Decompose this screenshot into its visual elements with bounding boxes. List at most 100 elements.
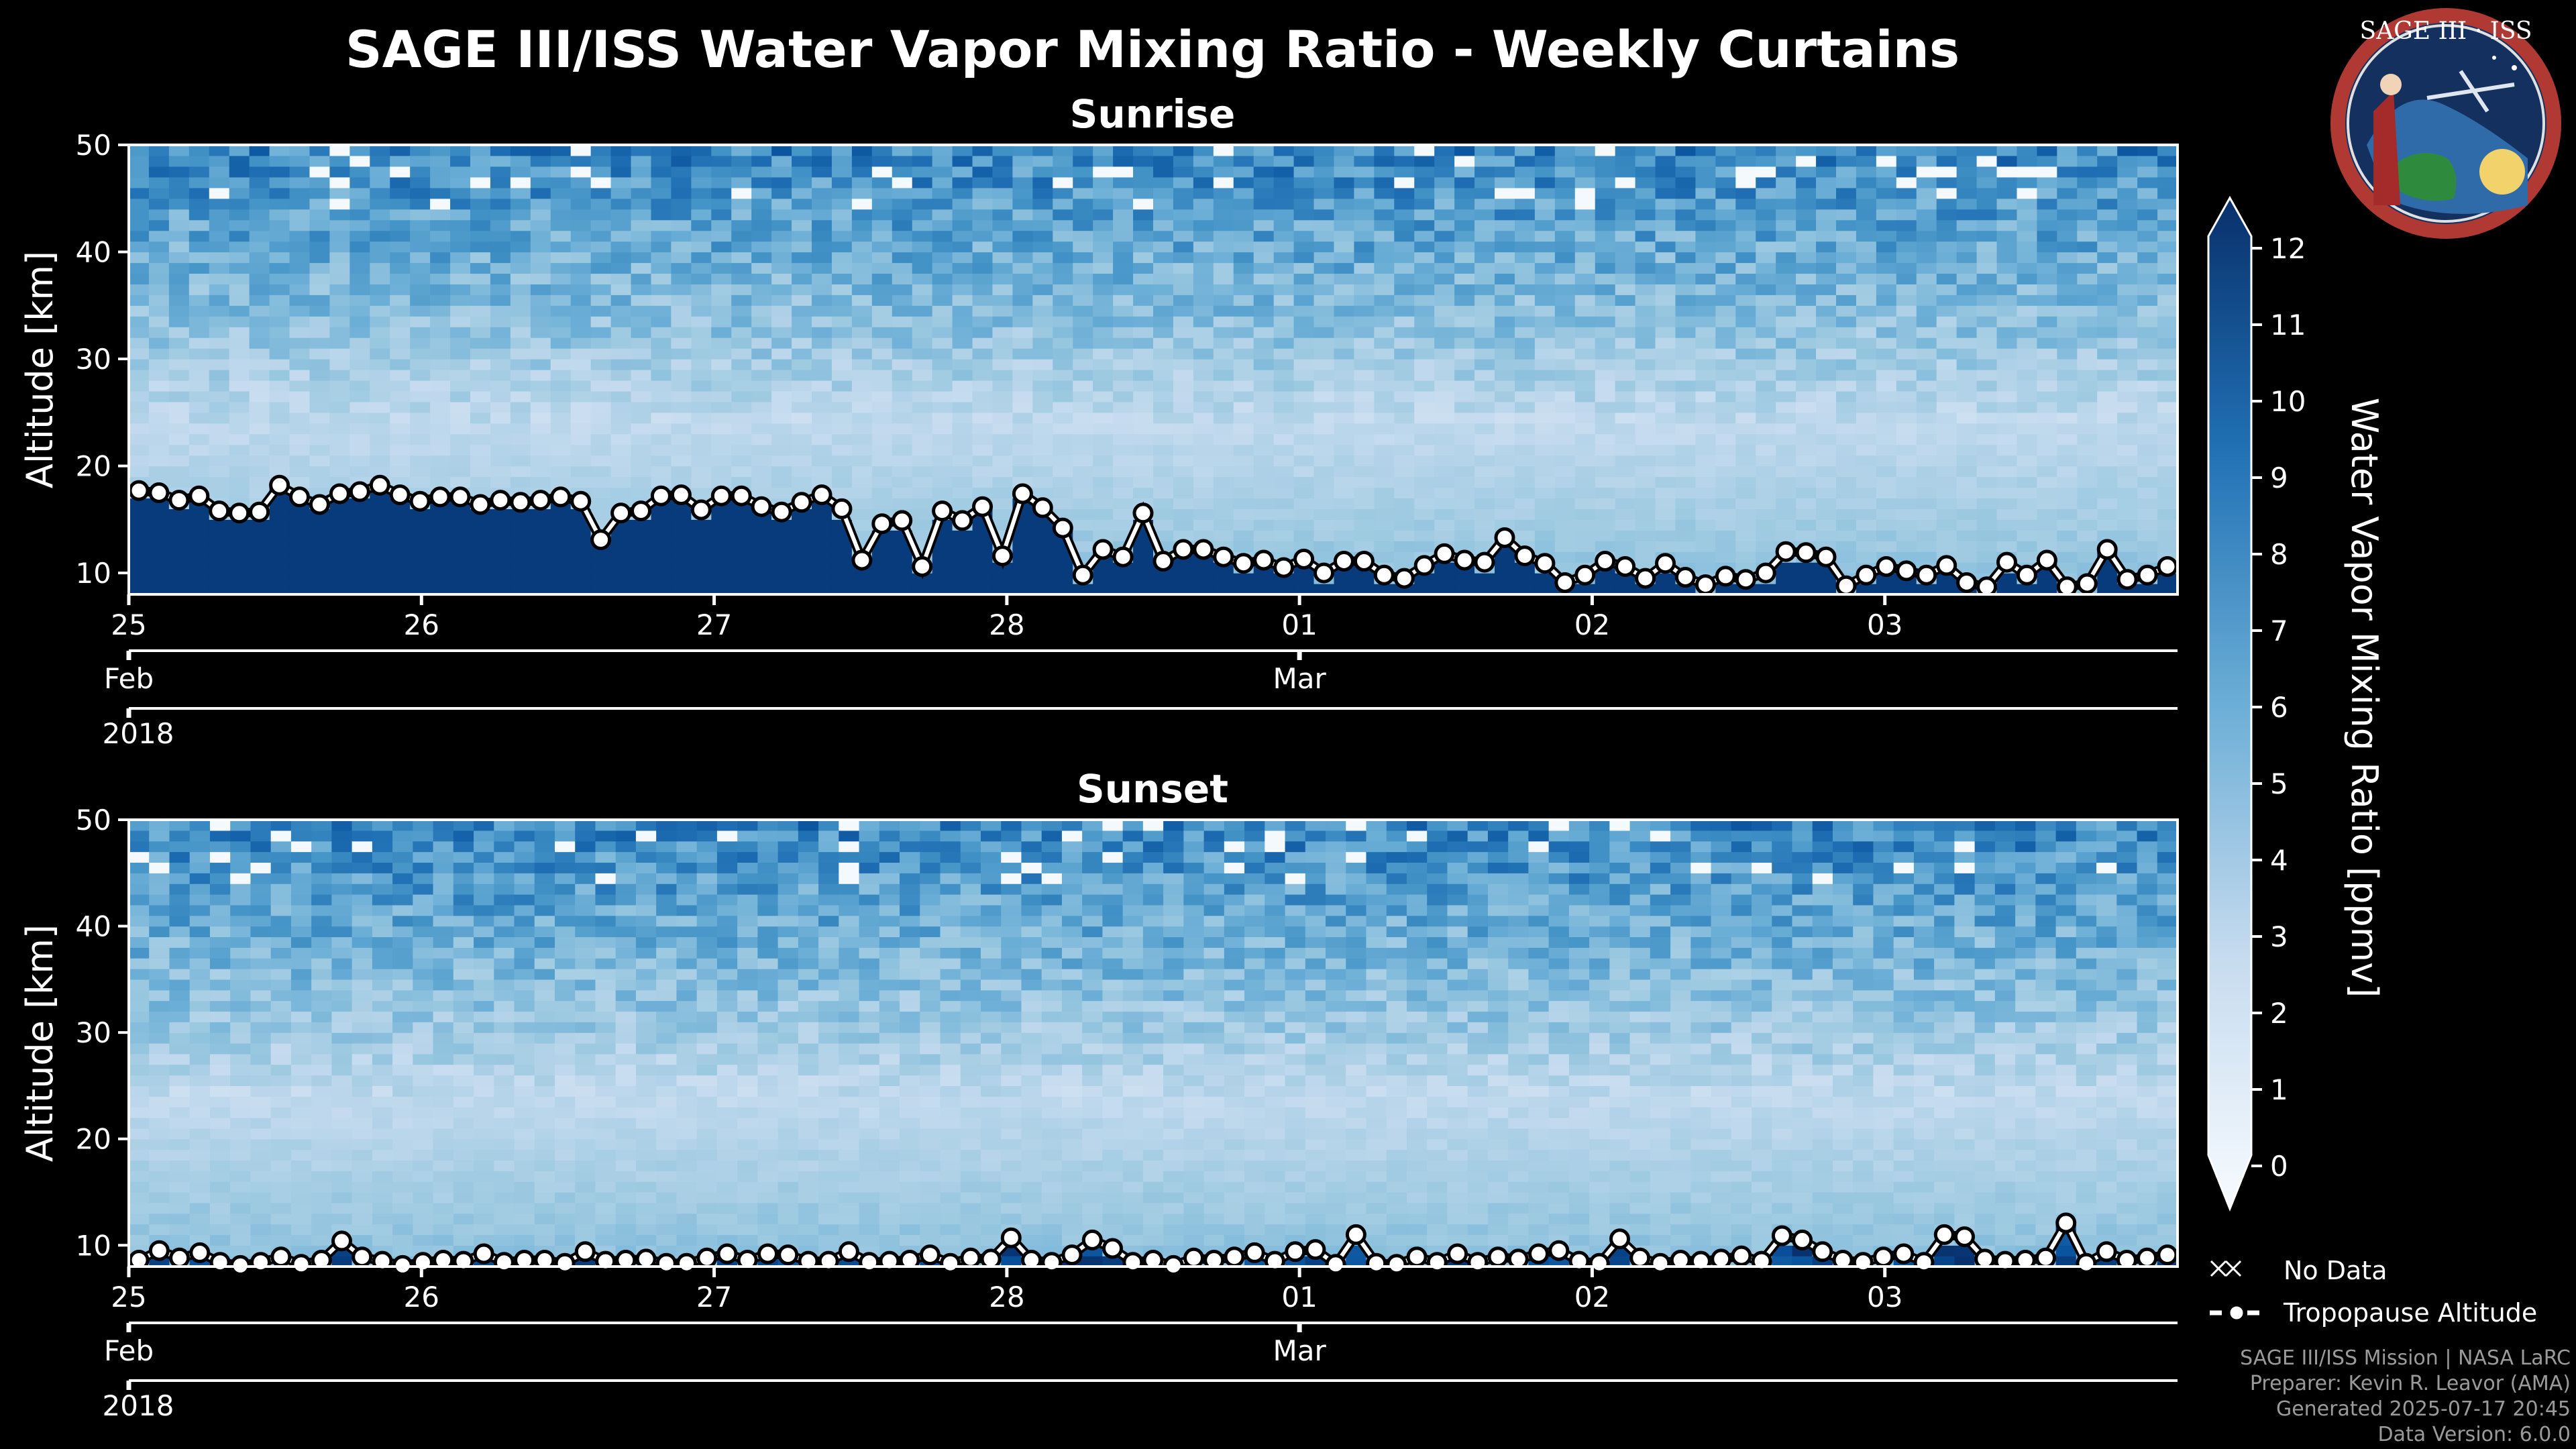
sunrise-heatmap-cell — [1495, 401, 1515, 413]
sunrise-heatmap-cell — [1695, 380, 1716, 392]
sunrise-heatmap-cell — [771, 273, 792, 284]
sunrise-heatmap-cell — [671, 327, 692, 338]
sunset-heatmap-cell — [270, 841, 292, 853]
sunrise-heatmap-cell — [932, 348, 953, 360]
sunrise-heatmap-cell — [1595, 284, 1616, 295]
sunrise-heatmap-cell — [1474, 262, 1495, 274]
sunset-heatmap-cell — [129, 1053, 150, 1065]
sunrise-heatmap-cell — [2017, 241, 2038, 253]
sunrise-heatmap-cell — [2017, 155, 2038, 167]
sunrise-heatmap-cell — [2097, 508, 2118, 520]
sunrise-heatmap-cell — [892, 198, 913, 210]
sunrise-heatmap-cell — [1695, 466, 1716, 478]
sunrise-heatmap-cell — [2157, 573, 2178, 584]
sunrise-heatmap-cell — [1574, 241, 1596, 253]
sunrise-heatmap-cell — [1655, 476, 1676, 488]
sunrise-heatmap-cell — [792, 412, 812, 424]
sunrise-heatmap-cell — [1495, 423, 1515, 435]
sunrise-heatmap-cell — [289, 219, 311, 231]
sunrise-heatmap-cell — [631, 198, 652, 210]
sunrise-heatmap-cell — [229, 551, 250, 563]
sunrise-heatmap-cell — [1354, 584, 1375, 594]
sunrise-heatmap-cell — [1916, 241, 1937, 253]
sunrise-heatmap-cell — [2097, 219, 2118, 231]
sunrise-heatmap-cell — [892, 273, 913, 284]
sunrise-heatmap-cell — [851, 284, 873, 295]
sunrise-heatmap-cell — [812, 284, 833, 295]
sunrise-heatmap-cell — [2057, 348, 2078, 360]
sunrise-heatmap-cell — [2137, 294, 2158, 306]
sunrise-heatmap-cell — [892, 359, 913, 370]
sunrise-heatmap-cell — [1695, 145, 1716, 156]
sunset-heatmap-cell — [129, 1138, 150, 1150]
sunrise-heatmap-cell — [1876, 487, 1897, 499]
sunset-heatmap-cell — [149, 915, 170, 927]
sunset-heatmap-cell — [270, 851, 292, 863]
sunrise-heatmap-cell — [771, 305, 792, 317]
sunrise-heatmap-cell — [912, 294, 933, 306]
sunrise-heatmap-cell — [1454, 219, 1475, 231]
sunrise-heatmap-cell — [309, 209, 331, 221]
sunrise-heatmap-cell — [1374, 230, 1395, 242]
sunrise-heatmap-cell — [1615, 359, 1636, 370]
sunrise-heatmap-cell — [751, 305, 772, 317]
sunrise-heatmap-cell — [1193, 176, 1214, 189]
sunrise-heatmap-cell — [1976, 433, 1998, 445]
sunrise-heatmap-cell — [1414, 198, 1435, 210]
sunrise-heatmap-cell — [450, 466, 471, 478]
sunrise-heatmap-cell — [1454, 348, 1475, 360]
sunrise-heatmap-cell — [1514, 348, 1536, 360]
sunrise-heatmap-cell — [1956, 412, 1978, 424]
sunrise-heatmap-cell — [1976, 444, 1998, 456]
sunrise-heatmap-cell — [1756, 262, 1776, 274]
sunrise-heatmap-cell — [148, 145, 170, 156]
sunrise-heatmap-cell — [189, 455, 210, 467]
sunrise-heatmap-cell — [350, 187, 370, 199]
sunrise-heatmap-cell — [631, 252, 652, 264]
sunrise-heatmap-cell — [229, 316, 250, 327]
sunset-heatmap-cell — [149, 1160, 170, 1171]
sunrise-heatmap-cell — [249, 359, 270, 370]
sunrise-heatmap-cell — [831, 187, 853, 199]
sunrise-heatmap-cell — [1133, 219, 1154, 231]
sunrise-heatmap-cell — [1073, 209, 1093, 221]
sunrise-heatmap-cell — [1073, 273, 1093, 284]
sunrise-heatmap-cell — [470, 562, 491, 574]
sunrise-heatmap-cell — [168, 166, 190, 178]
sunrise-heatmap-cell — [1173, 230, 1194, 242]
sunrise-heatmap-cell — [871, 198, 893, 210]
sunrise-heatmap-cell — [1534, 519, 1556, 531]
sunrise-heatmap-cell — [1956, 348, 1978, 360]
sunrise-heatmap-cell — [1293, 316, 1315, 327]
sunrise-heatmap-cell — [1454, 316, 1475, 327]
sunrise-heatmap-cell — [1996, 284, 2018, 295]
sunrise-heatmap-cell — [651, 380, 672, 392]
sunrise-heatmap-cell — [1414, 219, 1435, 231]
sunrise-heatmap-cell — [1474, 305, 1495, 317]
sunset-heatmap-cell — [392, 1128, 413, 1140]
sunset-heatmap-cell — [189, 1053, 211, 1065]
sunset-heatmap-cell — [209, 926, 231, 938]
sunrise-heatmap-cell — [671, 455, 692, 467]
sunrise-heatmap-cell — [912, 337, 933, 349]
sunrise-heatmap-cell — [831, 305, 853, 317]
sunrise-tropopause-marker — [1353, 551, 1375, 572]
sunrise-heatmap-cell — [1776, 584, 1796, 594]
sunset-heatmap-cell — [331, 1160, 353, 1171]
sunrise-heatmap-cell — [370, 508, 390, 520]
sunrise-heatmap-cell — [651, 327, 672, 338]
sunrise-heatmap-cell — [129, 562, 150, 574]
sunrise-heatmap-cell — [450, 316, 471, 327]
sunrise-heatmap-cell — [1675, 380, 1697, 392]
sunrise-heatmap-cell — [1193, 562, 1214, 574]
sunset-heatmap-cell — [250, 1224, 272, 1236]
sunset-heatmap-cell — [311, 851, 332, 863]
sunrise-heatmap-cell — [871, 166, 893, 178]
sunset-heatmap-cell — [372, 1118, 393, 1129]
sunrise-heatmap-cell — [952, 541, 973, 552]
sunrise-heatmap-cell — [550, 519, 572, 531]
sunrise-heatmap-cell — [1133, 584, 1154, 594]
sunrise-heatmap-cell — [269, 573, 290, 584]
sunrise-heatmap-cell — [129, 176, 150, 189]
sunrise-heatmap-cell — [651, 155, 672, 167]
